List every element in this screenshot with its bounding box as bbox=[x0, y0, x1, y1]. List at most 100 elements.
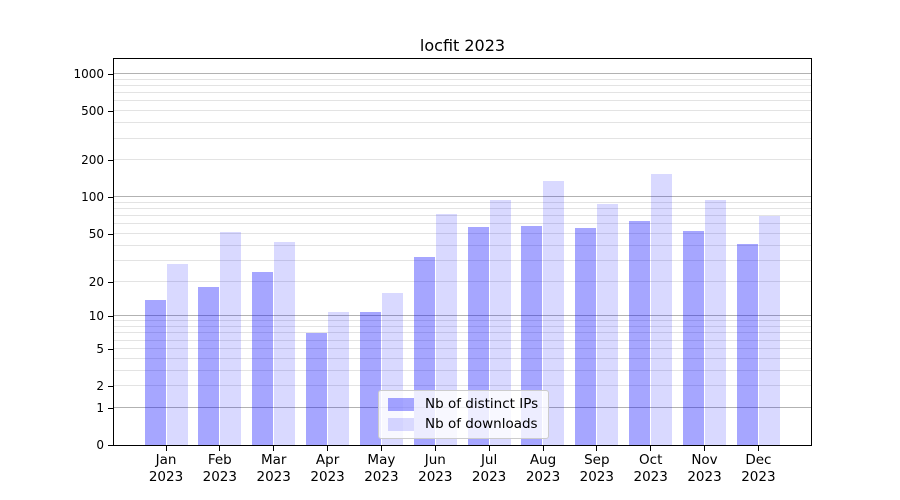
x-tick-label-may: May 2023 bbox=[364, 452, 399, 485]
x-tick-label-sep: Sep 2023 bbox=[579, 452, 614, 485]
chart-title: locfit 2023 bbox=[419, 36, 506, 55]
gridline-minor-200 bbox=[114, 159, 811, 161]
gridline-minor-50 bbox=[114, 232, 811, 234]
x-tick-label-jun: Jun 2023 bbox=[418, 452, 453, 485]
gridline-minor-20 bbox=[114, 280, 811, 282]
y-tick-label-2: 2 bbox=[96, 379, 104, 393]
y-tick-mark-5 bbox=[108, 348, 113, 350]
bar-jul-nb-of-downloads bbox=[489, 199, 511, 445]
gridline-minor-4 bbox=[114, 357, 811, 359]
y-tick-label-20: 20 bbox=[88, 274, 104, 289]
bar-jun-nb-of-downloads bbox=[435, 213, 457, 445]
gridline-major-100 bbox=[114, 196, 811, 198]
y-tick-mark-10 bbox=[108, 316, 113, 318]
gridline-minor-5 bbox=[114, 347, 811, 349]
legend-item-downloads: Nb of downloads bbox=[388, 416, 538, 432]
bar-jan-nb-of-downloads bbox=[166, 264, 188, 445]
x-tick-mark-may bbox=[380, 446, 382, 451]
gridline-minor-8 bbox=[114, 326, 811, 327]
bar-aug-nb-of-downloads bbox=[543, 181, 565, 445]
gridline-minor-6 bbox=[114, 339, 811, 341]
x-tick-mark-jan bbox=[165, 446, 167, 451]
legend-label-distinct-ips: Nb of distinct IPs bbox=[425, 396, 539, 412]
y-tick-label-1000: 1000 bbox=[73, 67, 104, 81]
y-tick-label-100: 100 bbox=[81, 190, 104, 205]
bar-oct-nb-of-distinct-ips bbox=[629, 220, 651, 445]
bar-dec-nb-of-downloads bbox=[758, 216, 780, 445]
legend: Nb of distinct IPs Nb of downloads bbox=[378, 390, 550, 439]
gridline-minor-30 bbox=[114, 259, 811, 261]
gridline-minor-700 bbox=[114, 92, 811, 94]
gridline-major-1000 bbox=[114, 73, 811, 74]
y-tick-label-200: 200 bbox=[81, 153, 104, 168]
y-tick-label-10: 10 bbox=[88, 309, 104, 324]
gridline-minor-80 bbox=[114, 208, 811, 209]
bar-sep-nb-of-distinct-ips bbox=[575, 227, 597, 445]
y-tick-label-50: 50 bbox=[88, 226, 104, 241]
bar-feb-nb-of-downloads bbox=[220, 231, 242, 445]
y-tick-mark-50 bbox=[108, 233, 113, 235]
legend-label-downloads: Nb of downloads bbox=[425, 416, 538, 432]
y-tick-mark-1 bbox=[108, 407, 113, 409]
y-tick-label-5: 5 bbox=[96, 341, 104, 356]
x-tick-label-dec: Dec 2023 bbox=[741, 452, 776, 485]
x-tick-mark-dec bbox=[757, 446, 759, 451]
y-tick-mark-2 bbox=[108, 386, 113, 387]
gridline-minor-60 bbox=[114, 223, 811, 225]
gridline-minor-900 bbox=[114, 78, 811, 80]
x-tick-mark-sep bbox=[596, 446, 598, 451]
y-tick-mark-20 bbox=[108, 281, 113, 283]
x-tick-label-feb: Feb 2023 bbox=[202, 452, 237, 485]
bar-feb-nb-of-distinct-ips bbox=[198, 286, 220, 445]
x-tick-label-oct: Oct 2023 bbox=[633, 452, 668, 485]
bar-mar-nb-of-downloads bbox=[274, 241, 296, 445]
bar-nov-nb-of-downloads bbox=[705, 199, 726, 445]
y-tick-mark-1000 bbox=[108, 74, 113, 75]
gridline-minor-40 bbox=[114, 244, 811, 246]
y-tick-label-1: 1 bbox=[96, 400, 104, 415]
gridline-major-10 bbox=[114, 315, 811, 317]
gridline-minor-9 bbox=[114, 320, 811, 322]
x-tick-label-apr: Apr 2023 bbox=[310, 452, 345, 485]
x-tick-mark-mar bbox=[273, 446, 275, 451]
x-tick-mark-jun bbox=[434, 446, 436, 451]
x-tick-mark-nov bbox=[704, 446, 705, 451]
x-tick-label-jan: Jan 2023 bbox=[148, 452, 184, 485]
gridline-minor-90 bbox=[114, 201, 811, 203]
y-tick-mark-500 bbox=[108, 111, 113, 113]
bar-apr-nb-of-distinct-ips bbox=[306, 333, 328, 445]
bar-oct-nb-of-downloads bbox=[651, 173, 673, 445]
x-tick-label-mar: Mar 2023 bbox=[256, 452, 291, 485]
bar-apr-nb-of-downloads bbox=[328, 311, 350, 445]
x-tick-mark-apr bbox=[327, 446, 329, 451]
x-tick-label-nov: Nov 2023 bbox=[687, 452, 722, 485]
legend-item-distinct-ips: Nb of distinct IPs bbox=[388, 396, 538, 412]
y-tick-mark-0 bbox=[108, 445, 113, 446]
x-tick-mark-feb bbox=[219, 446, 221, 451]
x-tick-label-jul: Jul 2023 bbox=[471, 452, 507, 485]
gridline-minor-7 bbox=[114, 332, 811, 334]
bar-mar-nb-of-distinct-ips bbox=[252, 272, 274, 445]
y-tick-mark-100 bbox=[108, 197, 113, 199]
plot-area: Nb of distinct IPs Nb of downloads bbox=[113, 58, 812, 446]
x-tick-mark-oct bbox=[650, 446, 652, 451]
legend-swatch-downloads bbox=[388, 417, 414, 431]
y-tick-label-500: 500 bbox=[81, 104, 104, 119]
y-tick-mark-200 bbox=[108, 160, 113, 162]
x-tick-mark-aug bbox=[542, 446, 544, 451]
bar-nov-nb-of-distinct-ips bbox=[683, 230, 704, 445]
gridline-minor-300 bbox=[114, 137, 811, 139]
x-tick-mark-jul bbox=[488, 446, 490, 451]
x-tick-label-aug: Aug 2023 bbox=[525, 452, 561, 485]
bar-dec-nb-of-distinct-ips bbox=[736, 244, 758, 445]
gridline-minor-400 bbox=[114, 122, 811, 124]
legend-swatch-distinct-ips bbox=[388, 397, 414, 411]
gridline-minor-600 bbox=[114, 100, 811, 102]
gridline-minor-70 bbox=[114, 215, 811, 217]
bar-may-nb-of-distinct-ips bbox=[359, 311, 381, 445]
gridline-minor-500 bbox=[114, 110, 811, 112]
gridline-minor-800 bbox=[114, 85, 811, 86]
bar-sep-nb-of-downloads bbox=[597, 204, 619, 445]
gridline-minor-3 bbox=[114, 369, 811, 371]
